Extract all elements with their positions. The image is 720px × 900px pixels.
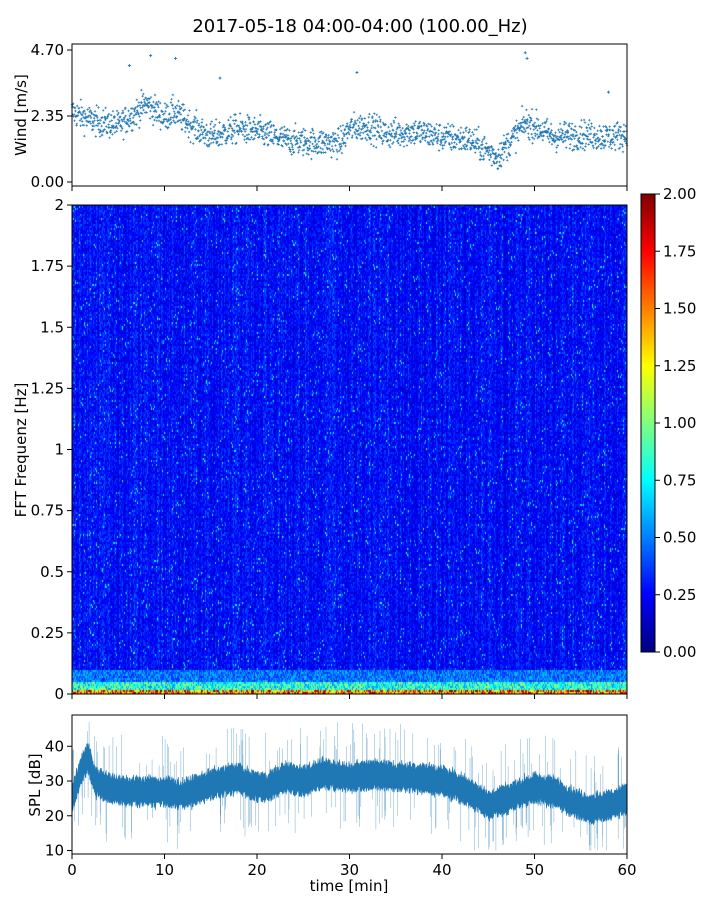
spl-ytick-label: 10 — [45, 842, 64, 860]
spl-xtick-label: 40 — [432, 861, 451, 879]
spl-xlabel: time [min] — [310, 877, 389, 895]
wind-points — [70, 51, 629, 171]
wind-markers — [70, 88, 629, 171]
spectrogram-ytick-label: 1.75 — [31, 257, 64, 275]
wind-ytick-label: 0.00 — [31, 173, 64, 191]
spl-ylabel: SPL [dB] — [26, 753, 44, 816]
wind-outlier — [525, 56, 529, 60]
spectrogram-panel: 0 0.25 0.5 0.75 1 1.25 1.5 1.75 2 FFT Frequenz [… — [12, 196, 628, 703]
wind-outlier — [149, 54, 153, 58]
wind-outlier — [607, 90, 610, 94]
figure-title: 2017-05-18 04:00-04:00 (100.00_Hz) — [192, 16, 527, 37]
spl-trace — [71, 722, 628, 851]
wind-ytick-label: 4.70 — [31, 41, 64, 59]
spectrogram-ytick-label: 0.5 — [40, 563, 64, 581]
wind-outlier — [355, 70, 359, 74]
spl-band — [71, 743, 628, 825]
wind-outlier — [218, 76, 222, 80]
wind-ticks: 0.00 2.35 4.70 — [31, 41, 628, 191]
spectrogram-ytick-label: 0 — [54, 685, 64, 703]
wind-panel: 0.00 2.35 4.70 Wind [m/s] — [12, 41, 629, 191]
spectrogram-ytick-label: 2 — [54, 196, 64, 214]
spectrogram-ytick-label: 0.75 — [31, 502, 64, 520]
wind-outlier — [523, 51, 527, 55]
colorbar-tick-label: 0.50 — [663, 529, 696, 547]
spl-xtick-label: 60 — [617, 861, 636, 879]
colorbar-tick-label: 2.00 — [663, 185, 696, 203]
spl-ytick-label: 30 — [45, 772, 64, 790]
colorbar-tick-label: 1.50 — [663, 300, 696, 318]
spectrogram-heatmap — [72, 205, 627, 694]
colorbar-tick-label: 1.00 — [663, 414, 696, 432]
spl-xtick-label: 30 — [340, 861, 359, 879]
wind-axes-frame — [71, 43, 628, 187]
wind-ylabel: Wind [m/s] — [12, 74, 30, 156]
spl-xtick-label: 20 — [247, 861, 266, 879]
colorbar-tick-label: 0.75 — [663, 471, 696, 489]
spectrogram-ytick-label: 1 — [54, 441, 64, 459]
spl-ytick-label: 40 — [45, 737, 64, 755]
colorbar-canvas-holder — [641, 194, 655, 652]
spectrogram-ytick-label: 0.25 — [31, 624, 64, 642]
spectrogram-ylabel: FFT Frequenz [Hz] — [12, 383, 30, 518]
spl-spikes — [72, 722, 626, 851]
wind-ytick-label: 2.35 — [31, 107, 64, 125]
spl-ytick-label: 20 — [45, 807, 64, 825]
wind-outlier — [127, 63, 131, 67]
colorbar-tick-label: 1.75 — [663, 242, 696, 260]
spectrogram-canvas-holder — [72, 205, 627, 694]
colorbar-tick-label: 1.25 — [663, 357, 696, 375]
spectrogram-ytick-label: 1.5 — [40, 318, 64, 336]
colorbar: 0.00 0.25 0.50 0.75 1.00 1.25 1.50 1.75 2.00 — [640, 185, 696, 661]
spl-xtick-label: 0 — [67, 861, 77, 879]
spl-xtick-label: 50 — [525, 861, 544, 879]
spl-xtick-label: 10 — [155, 861, 174, 879]
colorbar-tick-label: 0.25 — [663, 586, 696, 604]
wind-outlier — [174, 56, 178, 60]
colorbar-gradient — [641, 194, 655, 652]
colorbar-tick-label: 0.00 — [663, 643, 696, 661]
colorbar-ticks: 0.00 0.25 0.50 0.75 1.00 1.25 1.50 1.75 2.00 — [655, 185, 696, 661]
spectrogram-ytick-label: 1.25 — [31, 379, 64, 397]
spectrogram-ticks: 0 0.25 0.5 0.75 1 1.25 1.5 1.75 2 — [31, 196, 628, 703]
